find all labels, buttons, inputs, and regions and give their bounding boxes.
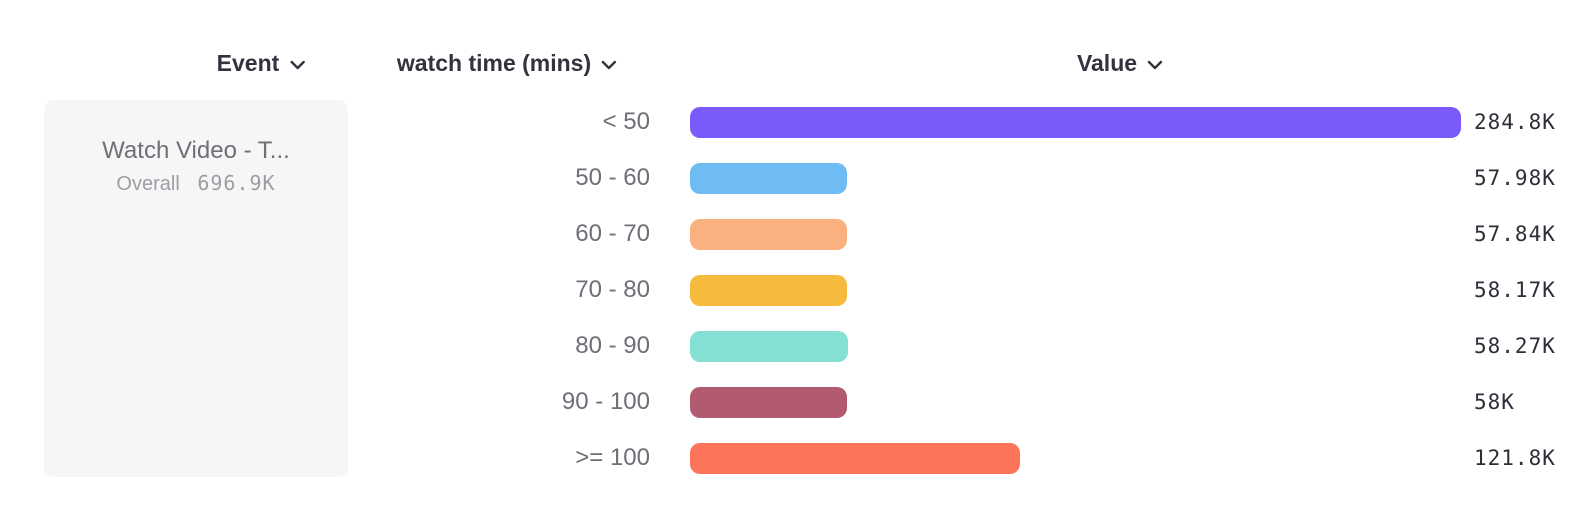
bar-segment[interactable] bbox=[690, 330, 848, 362]
event-overall-row: Overall 696.9K bbox=[44, 170, 348, 197]
breakdown-column-label: watch time (mins) bbox=[396, 50, 592, 76]
bucket-label: 80 - 90 bbox=[575, 332, 650, 359]
bar-track bbox=[690, 330, 1461, 362]
bar-segment[interactable] bbox=[690, 442, 1020, 474]
bar-value-label: 58.27K bbox=[1474, 334, 1556, 358]
bar-value-label: 57.98K bbox=[1474, 166, 1556, 190]
value-column-header[interactable]: Value bbox=[1077, 50, 1163, 77]
chevron-down-icon bbox=[290, 60, 305, 70]
bucket-label: < 50 bbox=[602, 108, 650, 135]
bucket-label: 70 - 80 bbox=[575, 276, 650, 303]
bar-segment[interactable] bbox=[690, 106, 1461, 138]
bar-segment[interactable] bbox=[690, 274, 848, 306]
event-column-header[interactable]: Event bbox=[217, 50, 306, 77]
event-column-label: Event bbox=[216, 50, 280, 76]
event-card[interactable]: Watch Video - T... Overall 696.9K bbox=[44, 100, 348, 477]
bar-row: 80 - 90 58.27K bbox=[400, 318, 1592, 374]
bar-value-label: 58K bbox=[1474, 390, 1515, 414]
bucket-label: 60 - 70 bbox=[575, 220, 650, 247]
event-name: Watch Video - T... bbox=[102, 137, 290, 164]
bucket-label: 90 - 100 bbox=[561, 388, 650, 415]
bar-track bbox=[690, 218, 1461, 250]
bar-row: >= 100 121.8K bbox=[400, 430, 1592, 486]
bar-track bbox=[690, 442, 1461, 474]
bar-value-label: 58.17K bbox=[1474, 278, 1556, 302]
bucket-label: >= 100 bbox=[575, 444, 650, 471]
chevron-down-icon bbox=[601, 60, 617, 70]
bar-row: 50 - 60 57.98K bbox=[400, 150, 1592, 206]
bar-row: 60 - 70 57.84K bbox=[400, 206, 1592, 262]
bar-value-label: 284.8K bbox=[1474, 110, 1556, 134]
bucket-label: 50 - 60 bbox=[575, 164, 650, 191]
bar-row: 90 - 100 58K bbox=[400, 374, 1592, 430]
bar-track bbox=[690, 162, 1461, 194]
bar-row: 70 - 80 58.17K bbox=[400, 262, 1592, 318]
chevron-down-icon bbox=[1147, 60, 1163, 70]
overall-value: 696.9K bbox=[197, 171, 276, 195]
bar-track bbox=[690, 274, 1461, 306]
bar-row: < 50 284.8K bbox=[400, 94, 1592, 150]
bar-value-label: 121.8K bbox=[1474, 446, 1556, 470]
bar-track bbox=[690, 106, 1461, 138]
bar-segment[interactable] bbox=[690, 218, 847, 250]
bar-value-label: 57.84K bbox=[1474, 222, 1556, 246]
overall-label: Overall bbox=[116, 173, 180, 195]
value-column-label: Value bbox=[1076, 50, 1138, 76]
breakdown-column-header[interactable]: watch time (mins) bbox=[397, 50, 617, 77]
bar-segment[interactable] bbox=[690, 386, 847, 418]
bar-track bbox=[690, 386, 1461, 418]
bar-chart: < 50 284.8K 50 - 60 57.98K 60 - 70 57.84… bbox=[400, 94, 1592, 486]
bar-segment[interactable] bbox=[690, 162, 847, 194]
